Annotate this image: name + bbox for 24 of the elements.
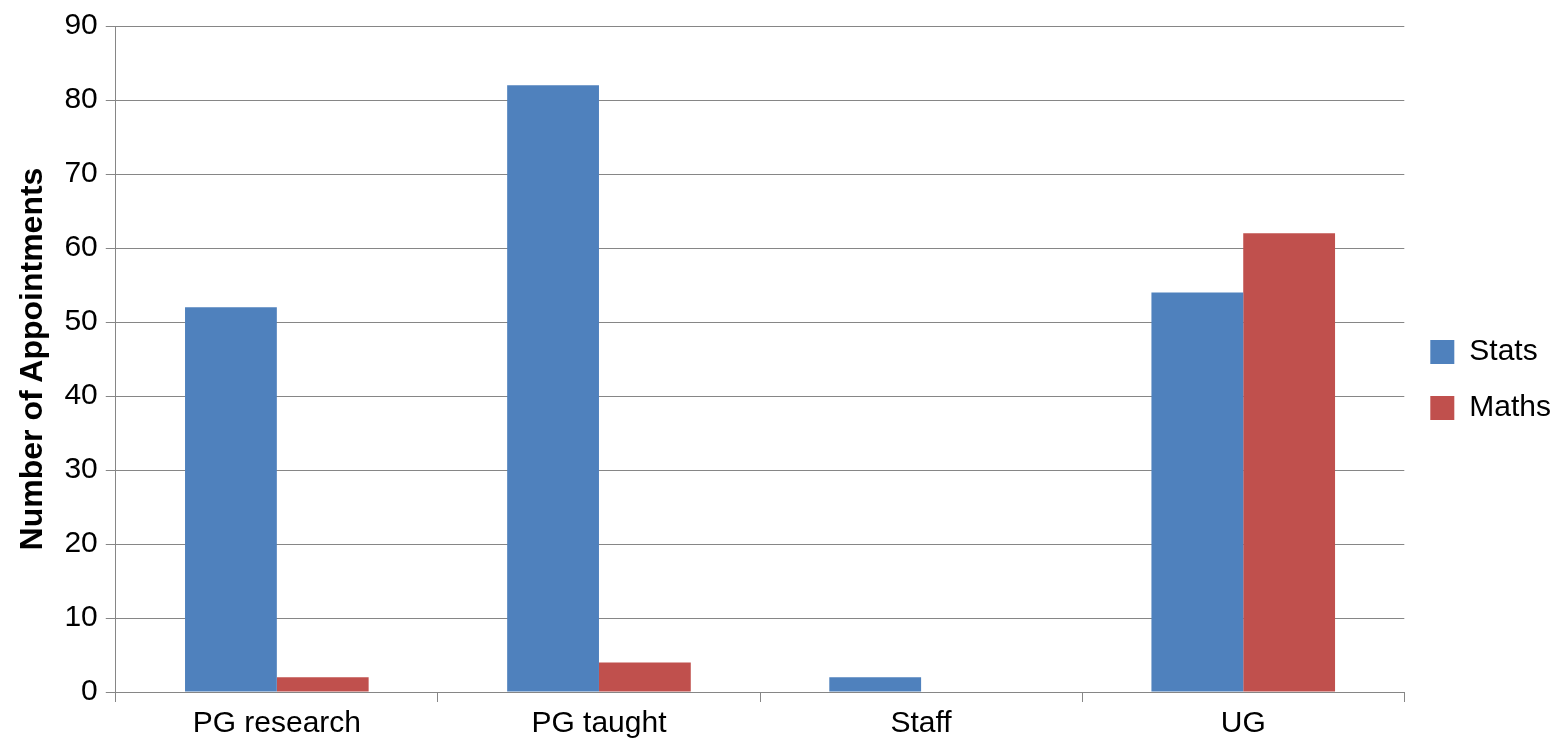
bar bbox=[598, 662, 691, 692]
y-tick-label: 80 bbox=[64, 81, 98, 115]
y-axis-title: Number of Appointments bbox=[13, 167, 50, 551]
y-tick-label: 40 bbox=[64, 377, 98, 411]
y-tick-label: 70 bbox=[64, 155, 98, 189]
bar bbox=[829, 677, 922, 692]
y-tick-label: 10 bbox=[64, 599, 98, 633]
y-tick-label: 30 bbox=[64, 451, 98, 485]
legend-label: Maths bbox=[1469, 389, 1552, 423]
bar bbox=[276, 677, 369, 692]
x-tick-label: PG taught bbox=[531, 705, 668, 739]
x-tick-label: UG bbox=[1220, 705, 1266, 739]
y-tick-label: 20 bbox=[64, 525, 98, 559]
y-tick-label: 90 bbox=[64, 7, 98, 41]
y-tick-label: 0 bbox=[81, 673, 98, 707]
y-tick-label: 60 bbox=[64, 229, 98, 263]
bar bbox=[507, 85, 599, 692]
bar bbox=[185, 307, 277, 692]
y-tick-label: 50 bbox=[64, 303, 98, 337]
bar bbox=[1151, 292, 1244, 692]
bar bbox=[1243, 233, 1336, 692]
legend-label: Stats bbox=[1469, 333, 1538, 367]
x-tick-label: PG research bbox=[192, 705, 362, 739]
x-tick-label: Staff bbox=[890, 705, 953, 739]
